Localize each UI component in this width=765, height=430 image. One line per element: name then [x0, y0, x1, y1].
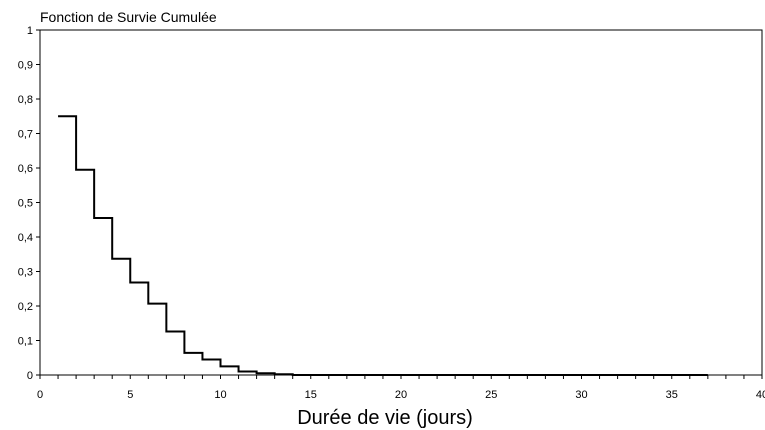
y-tick-label: 0,4 — [18, 232, 33, 244]
x-tick-label: 20 — [395, 389, 407, 401]
y-tick-label: 0,7 — [18, 129, 33, 141]
x-tick-label: 35 — [666, 389, 678, 401]
y-tick-label: 0,2 — [18, 301, 33, 313]
y-tick-label: 0,9 — [18, 60, 33, 72]
y-tick-label: 0,3 — [18, 267, 33, 279]
x-tick-label: 5 — [127, 389, 133, 401]
x-tick-label: 15 — [305, 389, 317, 401]
x-tick-label: 30 — [575, 389, 587, 401]
x-tick-label: 0 — [37, 389, 43, 401]
y-tick-label: 0,1 — [18, 336, 33, 348]
y-tick-label: 0 — [27, 370, 33, 382]
x-axis-label: Durée de vie (jours) — [297, 407, 473, 429]
x-tick-label: 10 — [214, 389, 226, 401]
survival-step-line — [58, 115, 708, 376]
y-tick-label: 0,5 — [18, 198, 33, 210]
x-tick-label: 25 — [485, 389, 497, 401]
chart-title: Fonction de Survie Cumulée — [40, 9, 217, 25]
plot-area — [39, 29, 763, 376]
series-layer — [58, 115, 708, 376]
y-tick-label: 0,8 — [18, 94, 33, 106]
y-axis: 0 0,1 0,2 0,3 0,4 0,5 0,6 0,7 0,8 0,9 1 — [18, 25, 40, 382]
y-tick-label: 1 — [27, 25, 33, 37]
y-tick-label: 0,6 — [18, 163, 33, 175]
x-tick-label: 40 — [756, 389, 765, 401]
x-axis: 0 5 10 15 20 25 30 35 40 — [37, 375, 765, 401]
